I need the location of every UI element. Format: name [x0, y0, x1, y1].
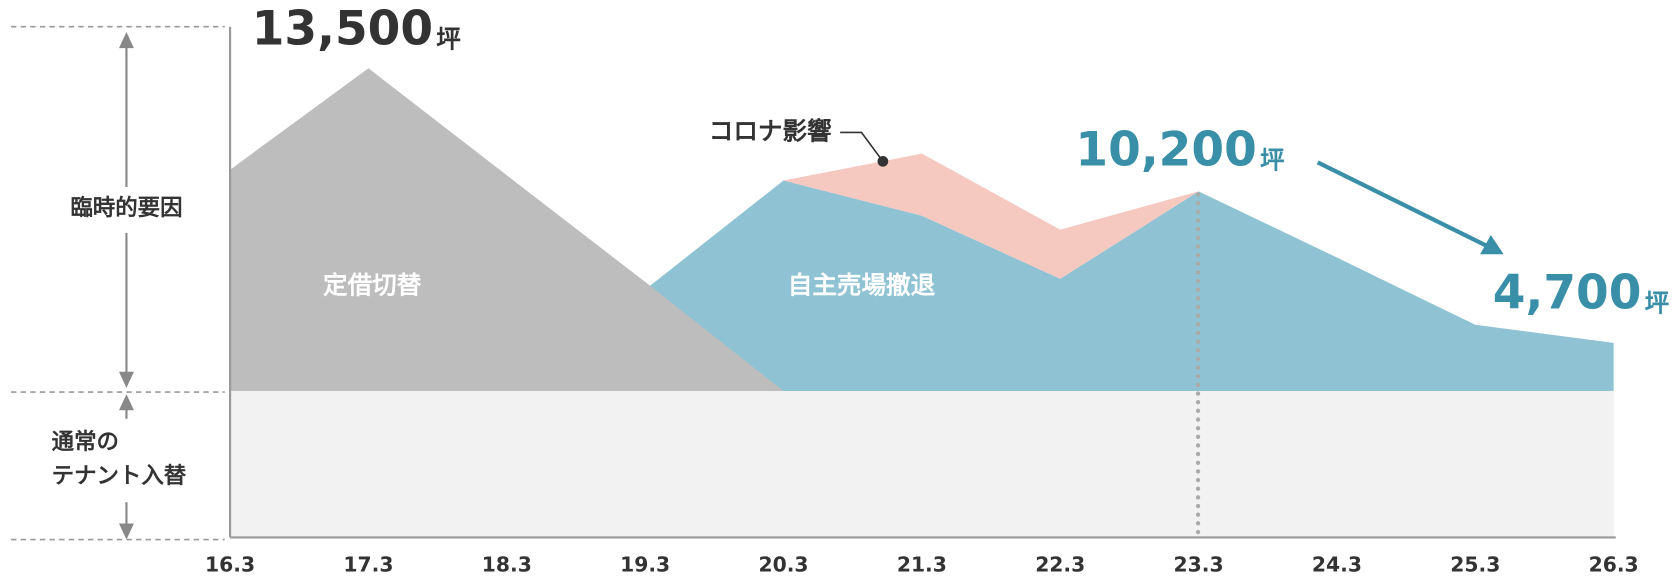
area	[783, 153, 1199, 279]
trend-arrow	[1316, 160, 1492, 250]
band-label: 臨時的要因	[70, 194, 182, 221]
x-tick-label: 24.3	[1312, 553, 1362, 577]
x-tick-label: 22.3	[1035, 553, 1085, 577]
trend-arrowhead	[1480, 235, 1504, 255]
x-tick-label: 26.3	[1589, 553, 1639, 577]
x-tick-label: 18.3	[482, 553, 532, 577]
leader	[840, 131, 884, 162]
total-unit: 坪	[1260, 145, 1285, 174]
x-tick-label: 25.3	[1450, 553, 1500, 577]
total-unit: 坪	[436, 25, 461, 54]
area	[645, 180, 1614, 392]
band-label: 通常の	[52, 429, 119, 455]
total-unit: 坪	[1645, 288, 1670, 317]
band-guides	[11, 25, 225, 541]
area-normal	[230, 391, 1614, 538]
arrowhead	[118, 371, 134, 388]
band-label: テナント入替	[52, 463, 187, 489]
x-tick-label: 20.3	[758, 553, 808, 577]
area-label: 自主売場撤退	[788, 270, 936, 299]
areas	[230, 68, 1614, 538]
arrowhead	[118, 523, 134, 540]
total-value: 4,700	[1493, 265, 1642, 320]
arrowhead	[118, 32, 134, 49]
total-value: 13,500	[252, 2, 433, 57]
x-tick-label: 21.3	[897, 553, 947, 577]
arrowhead	[118, 394, 134, 411]
band-arrows	[118, 32, 134, 540]
x-tick-label: 23.3	[1174, 553, 1224, 577]
x-tick-label: 19.3	[620, 553, 670, 577]
area-label: 定借切替	[323, 270, 422, 299]
callout-label: コロナ影響	[709, 116, 832, 145]
total-value: 10,200	[1075, 122, 1256, 177]
x-tick-label: 17.3	[343, 553, 393, 577]
area	[230, 68, 784, 392]
leader-dot	[877, 155, 889, 167]
x-tick-label: 16.3	[205, 553, 255, 577]
